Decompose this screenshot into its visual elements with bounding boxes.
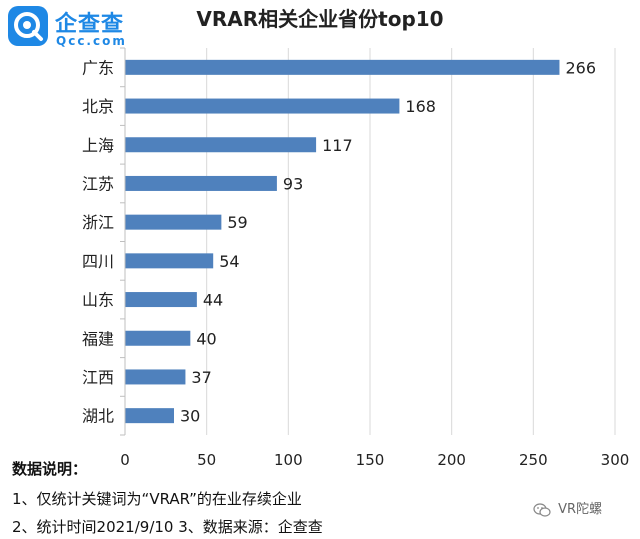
- chart-title: VRAR相关企业省份top10: [196, 7, 443, 31]
- bar: [125, 292, 197, 308]
- bar: [125, 59, 560, 75]
- category-label: 广东: [82, 58, 114, 77]
- category-label: 北京: [82, 97, 114, 116]
- data-label: 59: [227, 213, 247, 232]
- x-tick-label: 150: [356, 451, 385, 469]
- x-tick-label: 300: [601, 451, 630, 469]
- x-tick-label: 0: [120, 451, 130, 469]
- bar: [125, 369, 186, 385]
- bar: [125, 98, 400, 114]
- notes-line-2: 2、统计时间2021/9/10 3、数据来源：企查查: [12, 518, 323, 536]
- bar: [125, 408, 174, 424]
- bar: [125, 214, 222, 230]
- qcc-logo: 企查查 Qcc.com: [8, 6, 136, 48]
- bar: [125, 253, 214, 269]
- category-label: 江西: [82, 368, 114, 387]
- watermark: VR陀螺: [533, 498, 633, 520]
- data-label: 266: [565, 58, 596, 77]
- bar: [125, 137, 317, 153]
- logo-name: 企查查: [55, 12, 125, 37]
- watermark-text: VR陀螺: [558, 502, 603, 517]
- data-label: 37: [191, 368, 211, 387]
- notes-line-1: 1、仅统计关键词为“VRAR”的在业存续企业: [12, 490, 302, 508]
- category-label: 福建: [82, 329, 114, 348]
- data-label: 40: [196, 329, 216, 348]
- data-label: 168: [405, 97, 436, 116]
- category-label: 江苏: [82, 174, 114, 193]
- wechat-icon: [533, 502, 551, 517]
- data-label: 30: [180, 407, 200, 426]
- x-tick-label: 50: [197, 451, 216, 469]
- logo-domain: Qcc.com: [56, 34, 127, 48]
- bar: [125, 175, 277, 191]
- bar-chart: VRAR相关企业省份top10 0 50 100 150 200 250 300 广东 266 北…: [82, 7, 630, 469]
- bar: [125, 330, 191, 346]
- axes: 0 50 100 150 200 250 300 广东 266 北京 168 上海 117 江苏 93 浙江 5…: [82, 47, 630, 469]
- category-label: 上海: [82, 136, 114, 155]
- x-tick-label: 200: [437, 451, 466, 469]
- data-label: 117: [322, 136, 353, 155]
- bars: [125, 59, 560, 424]
- data-label: 44: [203, 291, 223, 310]
- category-label: 湖北: [82, 407, 114, 426]
- qcc-logo-icon: [8, 6, 48, 46]
- data-label: 93: [283, 174, 303, 193]
- category-label: 山东: [82, 291, 114, 310]
- data-label: 54: [219, 252, 239, 271]
- category-label: 浙江: [82, 213, 114, 232]
- notes-title: 数据说明：: [12, 460, 88, 478]
- x-tick-label: 100: [274, 451, 303, 469]
- x-tick-label: 250: [519, 451, 548, 469]
- category-label: 四川: [82, 252, 114, 271]
